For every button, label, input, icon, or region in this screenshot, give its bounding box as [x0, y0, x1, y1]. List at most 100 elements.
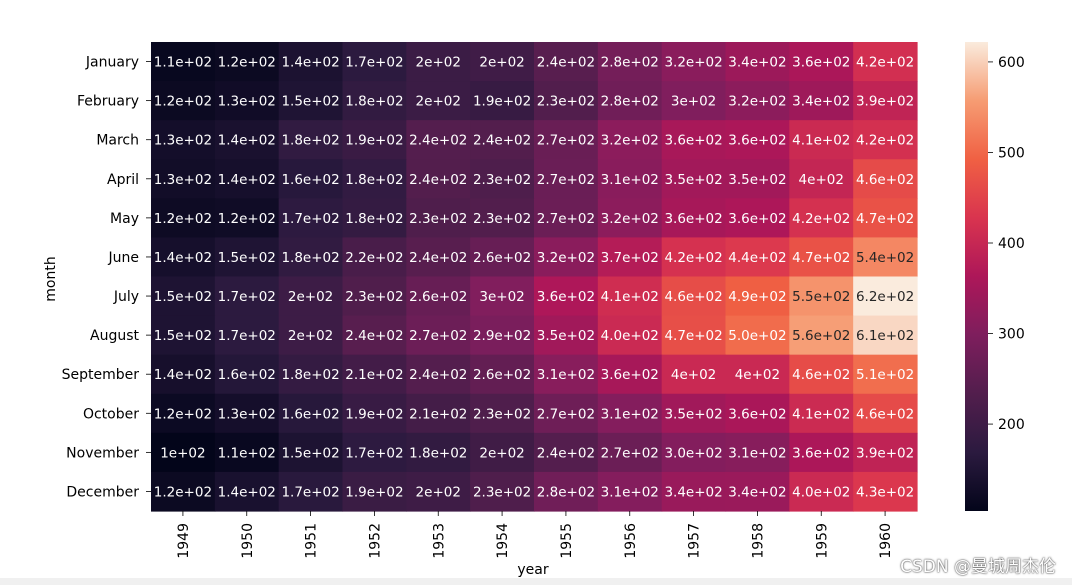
heatmap-cell [406, 354, 471, 395]
heatmap-cell [789, 315, 854, 356]
cell-value-label: 2.3e+02 [473, 172, 531, 188]
heatmap-cell [789, 81, 854, 121]
cell-value-label: 4.3e+02 [856, 484, 914, 500]
heatmap-cell [151, 471, 216, 512]
cell-value-label: 1.6e+02 [281, 406, 339, 422]
heatmap-cell [342, 315, 407, 356]
heatmap-cell [534, 471, 599, 512]
x-tick-label: 1955 [559, 523, 575, 559]
heatmap-cell [151, 81, 216, 121]
heatmap-cell [214, 159, 280, 199]
colorbar-tick-label: 500 [998, 145, 1025, 161]
cell-value-label: 4e+02 [735, 367, 780, 383]
cell-value-label: 3.1e+02 [601, 484, 659, 500]
cell-value-label: 1.4e+02 [154, 367, 212, 383]
cell-value-label: 2.1e+02 [409, 406, 467, 422]
heatmap-cell [278, 432, 344, 473]
y-tick-label: April [107, 172, 139, 188]
heatmap-cell [278, 471, 344, 512]
heatmap-cell [470, 198, 535, 239]
cell-value-label: 2.9e+02 [473, 328, 531, 344]
cell-value-label: 2e+02 [416, 94, 461, 110]
heatmap-cell [214, 198, 280, 239]
heatmap-cell [278, 237, 344, 278]
heatmap-cell [342, 42, 407, 82]
cell-value-label: 2.7e+02 [409, 328, 467, 344]
heatmap-cell [214, 471, 280, 512]
cell-value-label: 1.3e+02 [154, 172, 212, 188]
colorbar-tick-label: 400 [998, 236, 1025, 252]
cell-value-label: 4.7e+02 [664, 328, 722, 344]
x-tick-label: 1958 [750, 523, 766, 559]
heatmap-cell [789, 276, 854, 317]
cell-value-label: 1.5e+02 [154, 328, 212, 344]
cell-value-label: 1.4e+02 [218, 484, 276, 500]
heatmap-cell [789, 354, 854, 395]
cell-value-label: 1.8e+02 [281, 250, 339, 266]
x-tick-label: 1951 [304, 523, 320, 559]
cell-value-label: 3.6e+02 [728, 406, 786, 422]
cell-value-label: 1.5e+02 [281, 94, 339, 110]
heatmap-cell [470, 159, 535, 199]
cell-value-label: 3.5e+02 [664, 172, 722, 188]
y-tick-label: August [90, 328, 140, 344]
cell-value-label: 3.6e+02 [664, 211, 722, 227]
heatmap-cell [725, 471, 790, 512]
cell-value-label: 2.8e+02 [601, 55, 659, 71]
heatmap-cell [789, 471, 854, 512]
heatmap-cell [470, 471, 535, 512]
cell-value-label: 2.4e+02 [409, 367, 467, 383]
heatmap-cell [597, 354, 663, 395]
y-tick-label: November [66, 445, 139, 461]
heatmap-cell [470, 81, 535, 121]
cell-value-label: 1.5e+02 [281, 445, 339, 461]
heatmap-cell [597, 198, 663, 239]
cell-value-label: 4.2e+02 [856, 133, 914, 149]
cell-value-label: 4.0e+02 [601, 328, 659, 344]
cell-value-label: 1.7e+02 [281, 211, 339, 227]
heatmap-cell [661, 42, 727, 82]
cell-value-label: 5.1e+02 [856, 367, 914, 383]
cell-value-label: 1.3e+02 [218, 406, 276, 422]
x-axis-label: year [517, 562, 548, 578]
cell-value-label: 1.7e+02 [218, 289, 276, 305]
heatmap-cell [725, 237, 790, 278]
heatmap-cell [151, 198, 216, 239]
heatmap-cell [342, 471, 407, 512]
heatmap-cell [406, 471, 471, 512]
heatmap-cell [534, 276, 599, 317]
cell-value-label: 5.4e+02 [856, 250, 914, 266]
heatmap-cell [789, 120, 854, 160]
heatmap-cell [214, 276, 280, 317]
cell-value-label: 3.1e+02 [537, 367, 595, 383]
heatmap-cell [853, 471, 918, 512]
heatmap-cell [661, 81, 727, 121]
y-axis-label: month [43, 256, 59, 301]
colorbar-tick-label: 200 [998, 417, 1025, 433]
cell-value-label: 1.2e+02 [154, 211, 212, 227]
heatmap-cell [214, 354, 280, 395]
cell-value-label: 2.3e+02 [537, 94, 595, 110]
heatmap-cell [214, 393, 280, 434]
cell-value-label: 2.4e+02 [409, 172, 467, 188]
heatmap-cell [470, 42, 535, 82]
cell-value-label: 4.6e+02 [856, 406, 914, 422]
heatmap-cell [789, 393, 854, 434]
y-axis: January February March April May June July Augu… [62, 55, 151, 500]
cell-value-label: 3.6e+02 [537, 289, 595, 305]
heatmap-cell [725, 120, 790, 160]
heatmap-cell [661, 276, 727, 317]
heatmap-cell [151, 354, 216, 395]
cell-value-label: 2.6e+02 [409, 289, 467, 305]
heatmap-cell [278, 393, 344, 434]
heatmap-cell [597, 120, 663, 160]
cell-value-label: 3.1e+02 [601, 406, 659, 422]
heatmap-cell [342, 432, 407, 473]
cell-value-label: 5.5e+02 [792, 289, 850, 305]
heatmap-cell [278, 159, 344, 199]
heatmap-cell [661, 237, 727, 278]
heatmap-cell [342, 354, 407, 395]
cell-value-label: 1.9e+02 [345, 133, 403, 149]
heatmap-cell [789, 198, 854, 239]
cell-value-label: 1.4e+02 [281, 55, 339, 71]
